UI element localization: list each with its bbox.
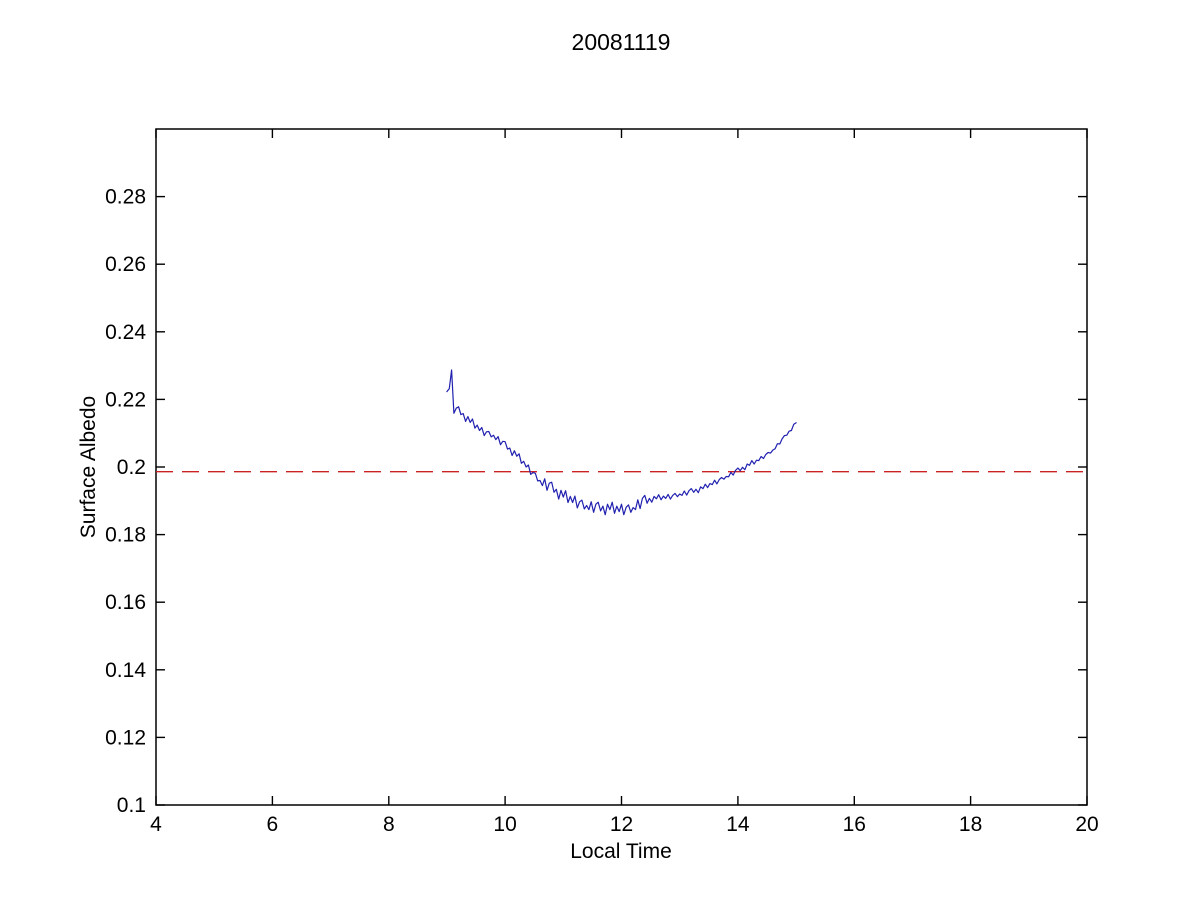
- y-tick-label: 0.24: [105, 321, 146, 344]
- y-tick-label: 0.18: [105, 524, 146, 547]
- x-tick-label: 4: [150, 813, 162, 836]
- plot-box: [155, 128, 1088, 806]
- y-tick-label: 0.1: [117, 794, 146, 817]
- y-tick-label: 0.26: [105, 253, 146, 276]
- y-tick-label: 0.28: [105, 186, 146, 209]
- x-tick-label: 16: [843, 813, 866, 836]
- series-group: [156, 369, 1087, 516]
- x-axis-label: Local Time: [570, 840, 672, 863]
- y-tick-label: 0.14: [105, 659, 146, 682]
- x-tick-label: 20: [1075, 813, 1098, 836]
- y-tick-label: 0.22: [105, 388, 146, 411]
- x-tick-label: 8: [383, 813, 395, 836]
- tick-marks: [155, 129, 1088, 806]
- x-tick-label: 6: [267, 813, 279, 836]
- y-axis-label: Surface Albedo: [77, 396, 100, 538]
- y-tick-label: 0.16: [105, 591, 146, 614]
- x-tick-label: 10: [493, 813, 516, 836]
- tick-labels: 4 6 8 10 12 14 16 18 20 0.1 0.12 0.14 0.16 0.18 0.2 0.2…: [105, 186, 1099, 836]
- y-tick-label: 0.2: [117, 456, 146, 479]
- y-tick-label: 0.12: [105, 726, 146, 749]
- chart-title: 20081119: [572, 29, 671, 55]
- albedo-series-line: [446, 369, 797, 516]
- x-tick-label: 12: [610, 813, 633, 836]
- x-tick-label: 14: [726, 813, 750, 836]
- x-tick-label: 18: [959, 813, 982, 836]
